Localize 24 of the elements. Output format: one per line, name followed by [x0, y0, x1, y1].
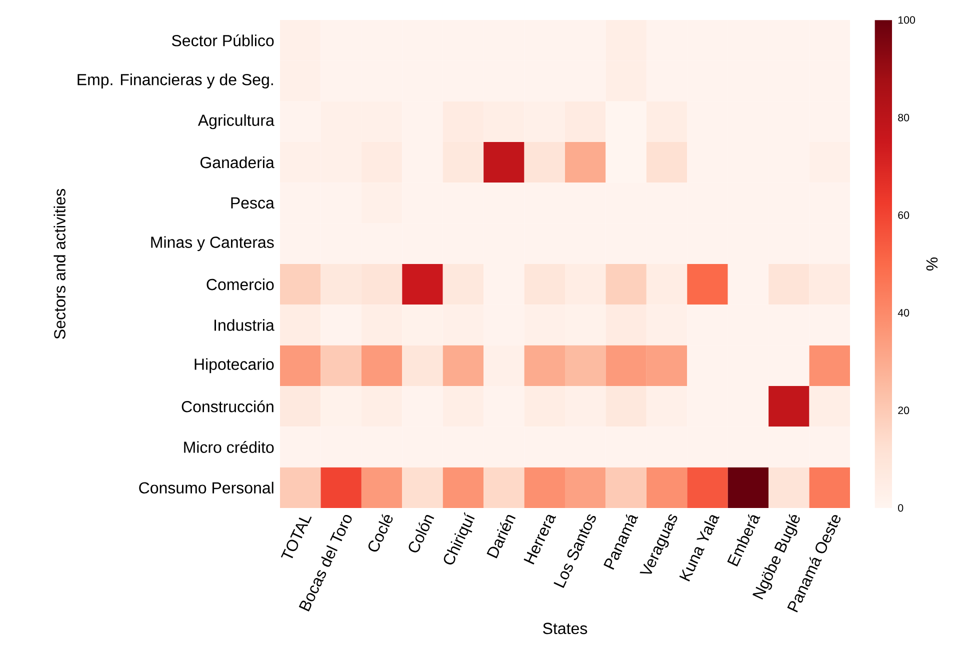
y-tick-label: Micro crédito — [184, 441, 274, 453]
y-tick-label: Pesca — [231, 197, 274, 209]
y-tick-label: Industria — [214, 319, 274, 331]
y-tick-label: Construcción — [182, 400, 274, 412]
y-tick-label: Minas y Canteras — [151, 236, 274, 252]
color-bar-label: 80 — [898, 114, 910, 122]
color-bar-label: 40 — [898, 309, 910, 317]
color-bar-label: 100 — [898, 16, 916, 24]
color-bar-label: 0 — [898, 504, 904, 512]
y-tick-label: Ganaderia — [200, 156, 274, 168]
y-tick-label: Agricultura — [198, 114, 274, 130]
x-tick-label: Colón — [408, 514, 434, 552]
y-tick-label: Comercio — [206, 278, 274, 290]
x-tick-label: Kuna Yala — [679, 515, 720, 582]
color-bar-label: 20 — [898, 406, 910, 414]
color-bar-label: 60 — [898, 211, 910, 219]
x-axis-title: States — [543, 622, 588, 634]
color-bar-title: % — [926, 257, 938, 271]
y-tick-label: Hipotecario — [194, 358, 274, 374]
x-tick-label: Coclé — [368, 514, 393, 552]
y-tick-label: Sector Público — [172, 34, 274, 46]
y-tick-label: Consumo Personal — [139, 482, 274, 494]
y-axis-title: Sectors and activities — [54, 189, 66, 339]
y-tick-label: Emp. Financieras y de Seg. — [78, 74, 273, 88]
